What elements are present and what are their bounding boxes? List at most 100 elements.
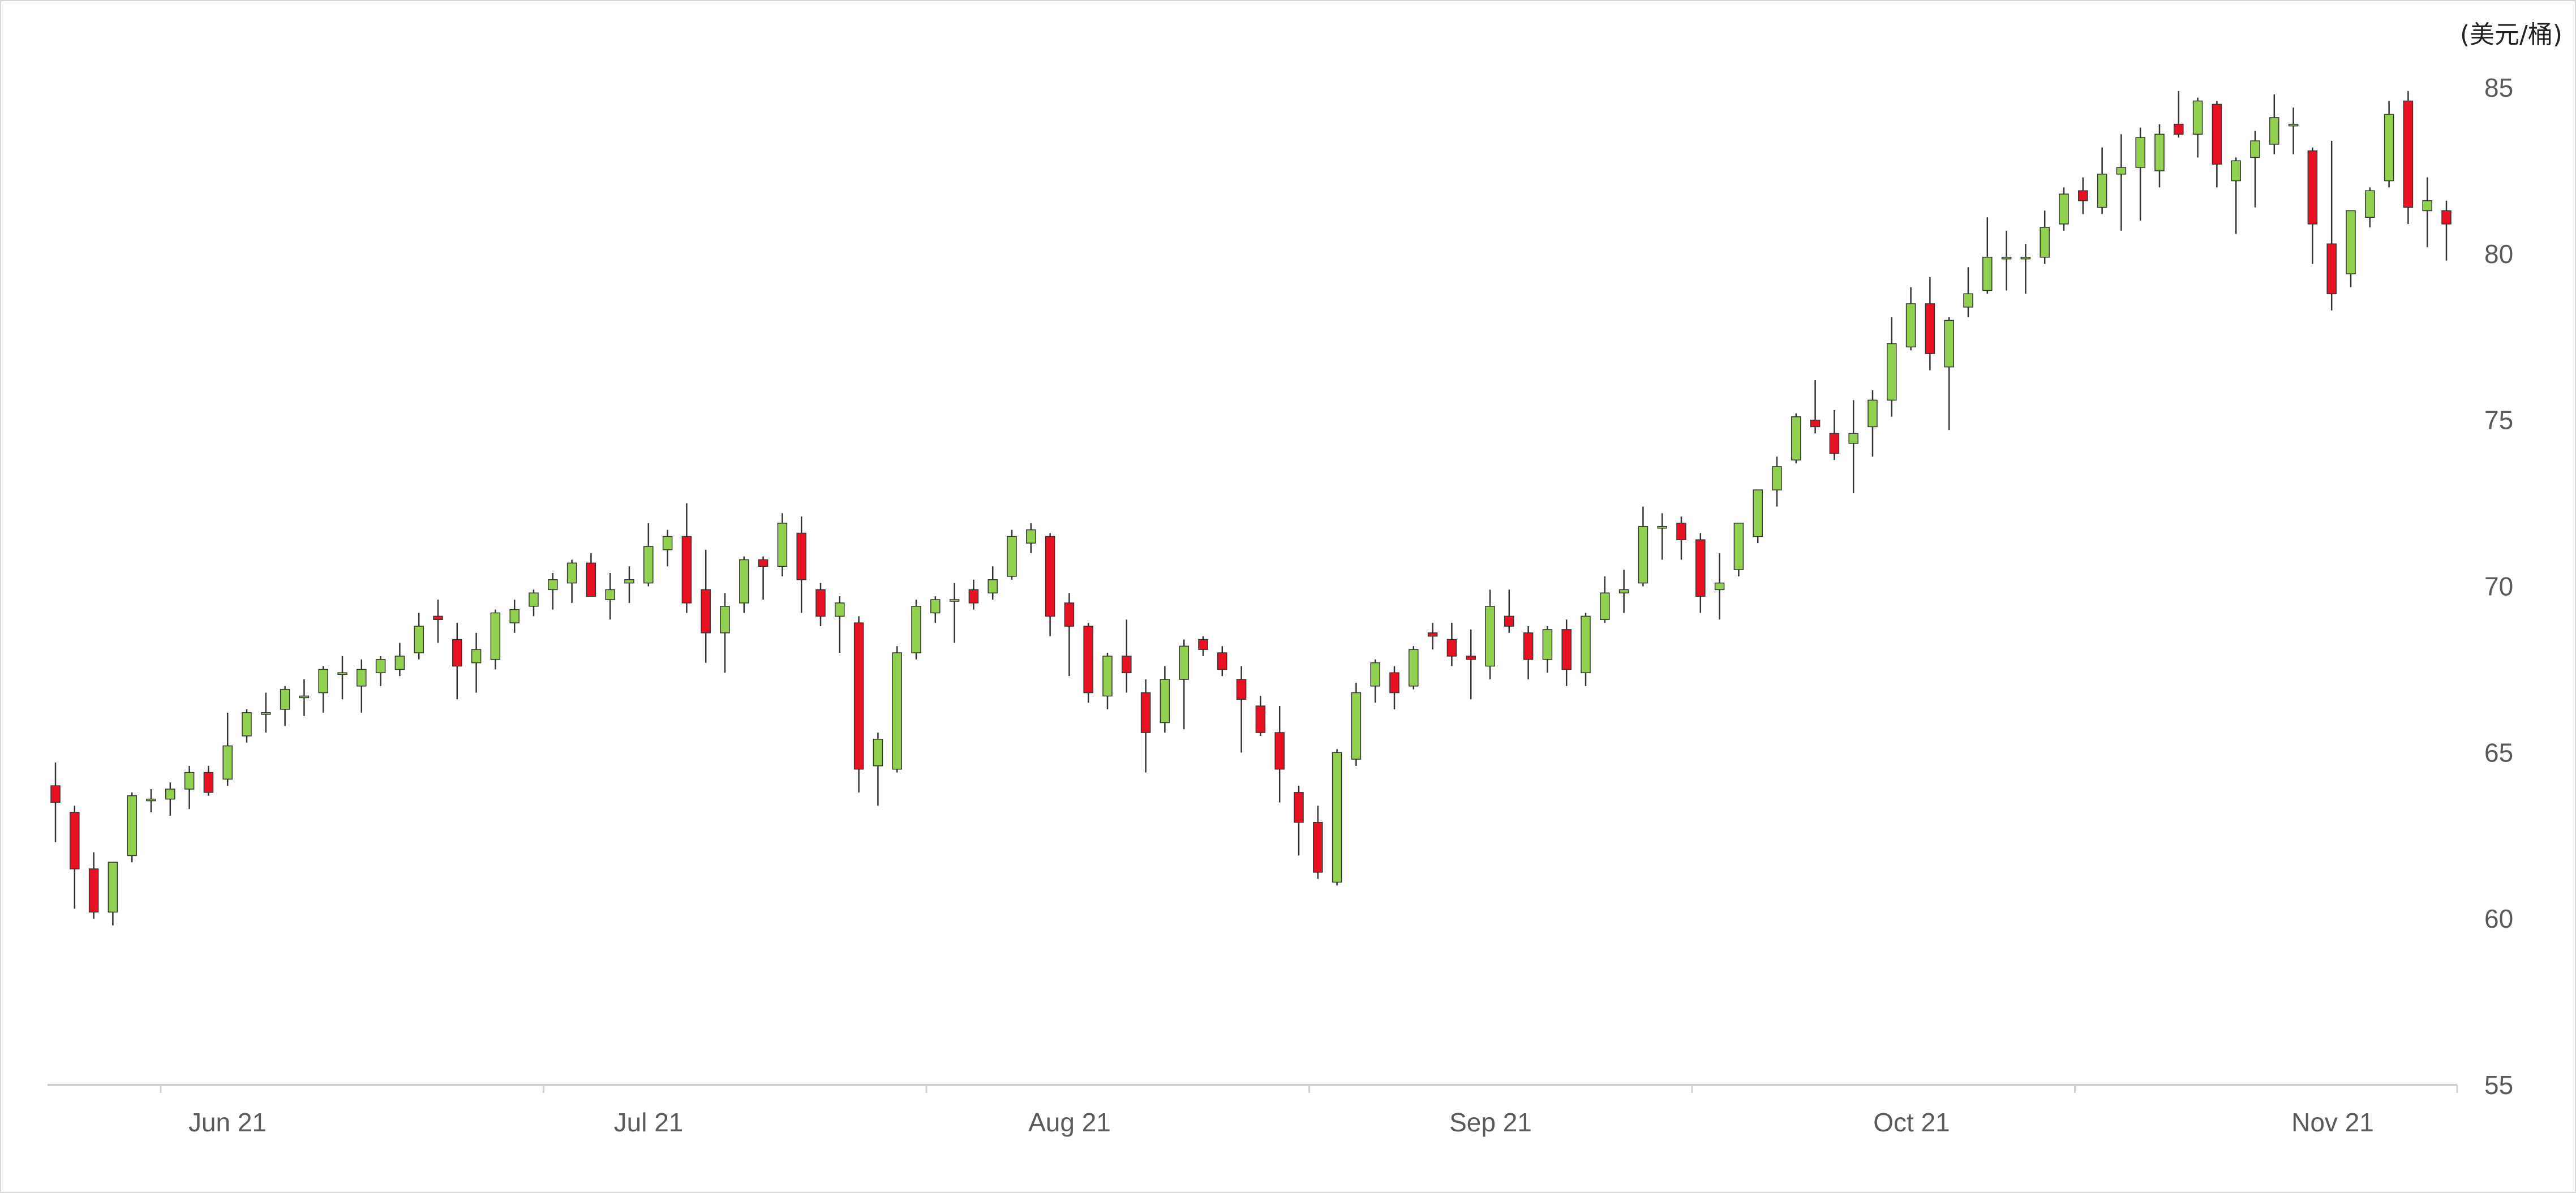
candle-body-down xyxy=(1446,639,1457,657)
candle-65 xyxy=(1274,706,1285,803)
candle-72 xyxy=(1409,646,1419,690)
candle-body-up xyxy=(1581,615,1591,674)
candle-82 xyxy=(1600,576,1610,623)
candle-body-down xyxy=(1810,419,1821,428)
candle-body-down xyxy=(796,532,806,580)
candle-84 xyxy=(1638,506,1648,587)
candle-body-up xyxy=(1848,433,1858,444)
candle-body-up xyxy=(2346,210,2356,274)
candle-body-up xyxy=(1753,489,1763,537)
candle-34 xyxy=(681,503,692,613)
candle-76 xyxy=(1485,589,1495,680)
candle-91 xyxy=(1772,456,1782,507)
candle-61 xyxy=(1198,636,1208,656)
candle-77 xyxy=(1504,589,1514,633)
candle-body-down xyxy=(2078,190,2088,201)
candle-110 xyxy=(2135,127,2145,221)
candle-106 xyxy=(2059,187,2069,231)
candle-body-up xyxy=(873,739,883,766)
candle-body-down xyxy=(1504,615,1514,627)
candle-1 xyxy=(50,762,61,843)
candle-body-up xyxy=(1409,649,1419,687)
candle-69 xyxy=(1351,682,1362,766)
candle-body-up xyxy=(2020,256,2031,260)
candle-body-up xyxy=(184,772,195,790)
candle-7 xyxy=(165,782,175,816)
candle-54 xyxy=(1064,593,1075,677)
candle-body-up xyxy=(949,599,960,602)
candle-11 xyxy=(242,709,252,743)
candle-body-up xyxy=(1618,589,1629,594)
candle-73 xyxy=(1427,623,1438,650)
candle-body-up xyxy=(605,589,615,600)
candle-body-down xyxy=(681,536,692,604)
x-tick-label: Aug 21 xyxy=(1028,1108,1111,1137)
candle-body-down xyxy=(1294,792,1304,823)
candle-116 xyxy=(2250,131,2260,208)
candle-body-up xyxy=(2001,256,2012,260)
candle-60 xyxy=(1179,639,1189,730)
candle-body-down xyxy=(586,562,596,597)
candle-body-up xyxy=(1944,320,1954,368)
candle-body-down xyxy=(1466,656,1476,660)
candle-body-up xyxy=(643,546,654,584)
candle-122 xyxy=(2365,187,2375,227)
candle-18 xyxy=(375,656,386,686)
candle-126 xyxy=(2441,200,2452,261)
candle-30 xyxy=(605,572,615,620)
candle-body-up xyxy=(2097,174,2107,208)
candle-42 xyxy=(835,596,845,653)
candle-body-up xyxy=(2154,133,2165,171)
candle-23 xyxy=(471,632,482,693)
candle-57 xyxy=(1122,619,1132,693)
candle-96 xyxy=(1867,390,1878,457)
candle-body-up xyxy=(471,649,482,664)
candle-body-down xyxy=(2326,243,2337,295)
candle-70 xyxy=(1370,659,1380,703)
candle-body-up xyxy=(1485,606,1495,667)
candle-85 xyxy=(1657,513,1667,560)
y-tick-label: 70 xyxy=(2484,572,2513,601)
candle-body-up xyxy=(146,798,156,802)
candle-58 xyxy=(1140,679,1151,773)
candle-body-up xyxy=(911,606,921,653)
candle-body-down xyxy=(1255,705,1266,733)
candle-body-up xyxy=(566,562,577,584)
candle-body-up xyxy=(375,659,386,674)
candle-body-down xyxy=(1140,692,1151,733)
candle-body-up xyxy=(1982,256,1993,291)
candle-62 xyxy=(1217,646,1227,677)
candle-102 xyxy=(1982,217,1993,294)
candle-31 xyxy=(624,566,634,603)
candle-103 xyxy=(2001,230,2012,291)
candle-body-up xyxy=(509,609,520,623)
candle-79 xyxy=(1542,626,1553,673)
candle-89 xyxy=(1733,523,1744,576)
candle-body-up xyxy=(1179,645,1189,680)
candle-body-up xyxy=(1867,399,1878,428)
candle-body-up xyxy=(1332,752,1342,883)
candle-body-down xyxy=(2403,100,2414,208)
candle-81 xyxy=(1581,613,1591,686)
candle-body-down xyxy=(2307,150,2318,225)
candle-104 xyxy=(2020,244,2031,294)
candle-body-up xyxy=(1102,656,1113,697)
candle-body-up xyxy=(2288,123,2299,127)
candle-43 xyxy=(853,616,864,793)
candle-17 xyxy=(357,659,367,713)
candle-body-down xyxy=(815,589,826,617)
y-unit-label: (美元/桶) xyxy=(2460,20,2562,49)
candle-121 xyxy=(2346,210,2356,287)
candle-49 xyxy=(968,579,979,610)
candle-body-up xyxy=(1600,592,1610,621)
candle-74 xyxy=(1446,623,1457,666)
candle-78 xyxy=(1523,626,1534,680)
candle-50 xyxy=(988,566,998,600)
candle-layer xyxy=(50,91,2452,925)
candle-body-down xyxy=(1236,679,1247,700)
candle-body-up xyxy=(777,523,788,567)
candle-body-up xyxy=(108,862,118,913)
candle-114 xyxy=(2212,101,2222,188)
candle-body-up xyxy=(2422,200,2432,212)
